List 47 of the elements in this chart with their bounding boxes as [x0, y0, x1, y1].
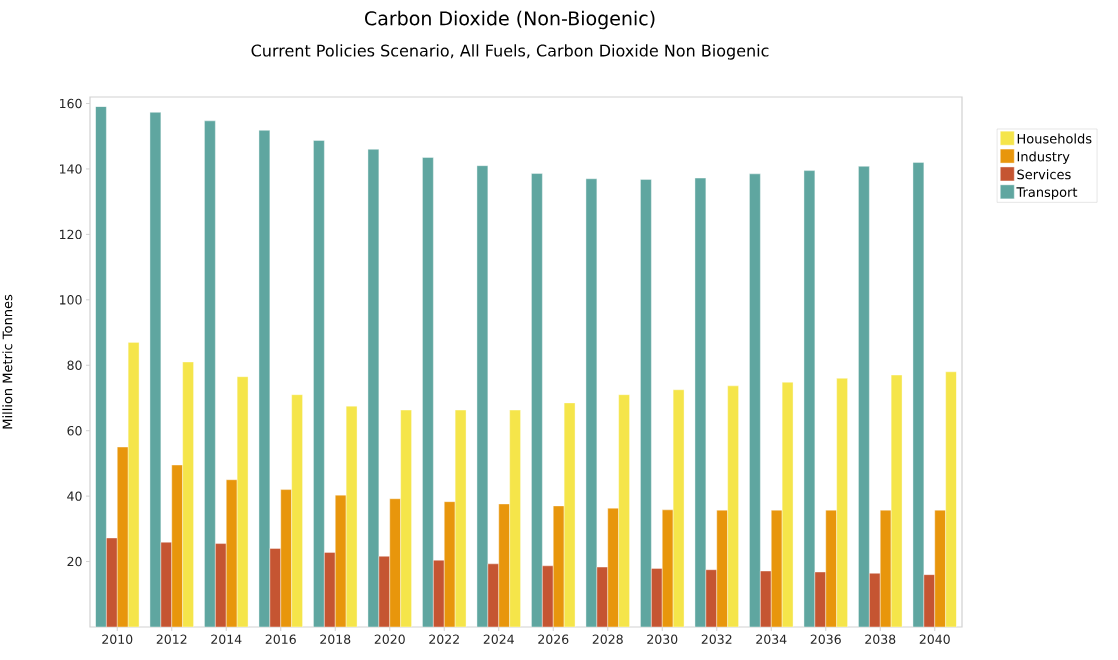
x-tick-label: 2040: [919, 634, 950, 644]
legend-label: Transport: [1016, 187, 1078, 200]
bar: [858, 166, 870, 627]
x-tick-label: 2032: [701, 634, 732, 644]
x-tick-label: 2028: [592, 634, 623, 644]
bar: [836, 378, 848, 627]
bar: [313, 140, 325, 627]
y-tick-label: 80: [67, 360, 82, 370]
x-tick-label: 2016: [265, 634, 296, 644]
chart-subtitle: Current Policies Scenario, All Fuels, Carbon Dioxide Non Biogenic: [251, 44, 769, 60]
bar: [945, 371, 957, 627]
y-tick-label: 120: [60, 229, 82, 240]
x-tick-label: 2038: [865, 634, 896, 644]
bar: [727, 385, 739, 627]
legend-label: Industry: [1017, 151, 1070, 164]
bar: [95, 106, 107, 627]
bar: [400, 409, 412, 627]
bar: [422, 157, 434, 627]
x-tick-label: 2036: [810, 634, 841, 644]
x-tick-label: 2026: [538, 634, 569, 644]
bar: [509, 409, 521, 627]
chart-title: Carbon Dioxide (Non-Biogenic): [365, 10, 655, 30]
bar: [204, 120, 216, 627]
y-tick-label: 140: [60, 164, 82, 174]
y-tick-label: 60: [67, 425, 82, 436]
bar: [640, 179, 652, 627]
bar: [291, 394, 303, 627]
legend-label: Households: [1017, 133, 1092, 144]
y-tick-label: 20: [67, 556, 82, 567]
legend-label: Services: [1017, 169, 1071, 180]
y-tick-label: 160: [60, 98, 82, 109]
bar: [531, 173, 543, 627]
y-tick-label: 100: [60, 295, 82, 305]
x-tick-label: 2012: [156, 634, 187, 644]
x-tick-label: 2020: [374, 634, 405, 644]
bar: [618, 394, 630, 627]
bar: [182, 361, 194, 627]
bar: [749, 173, 761, 627]
x-tick-label: 2030: [647, 634, 678, 644]
x-tick-label: 2024: [483, 634, 514, 644]
y-axis-title: Million Metric Tonnes: [2, 294, 13, 429]
x-tick-label: 2018: [320, 634, 351, 644]
y-tick-label: 40: [67, 491, 82, 501]
x-tick-label: 2022: [429, 634, 459, 644]
x-tick-label: 2034: [756, 634, 787, 644]
x-tick-label: 2014: [211, 634, 242, 644]
x-tick-label: 2010: [102, 634, 133, 644]
